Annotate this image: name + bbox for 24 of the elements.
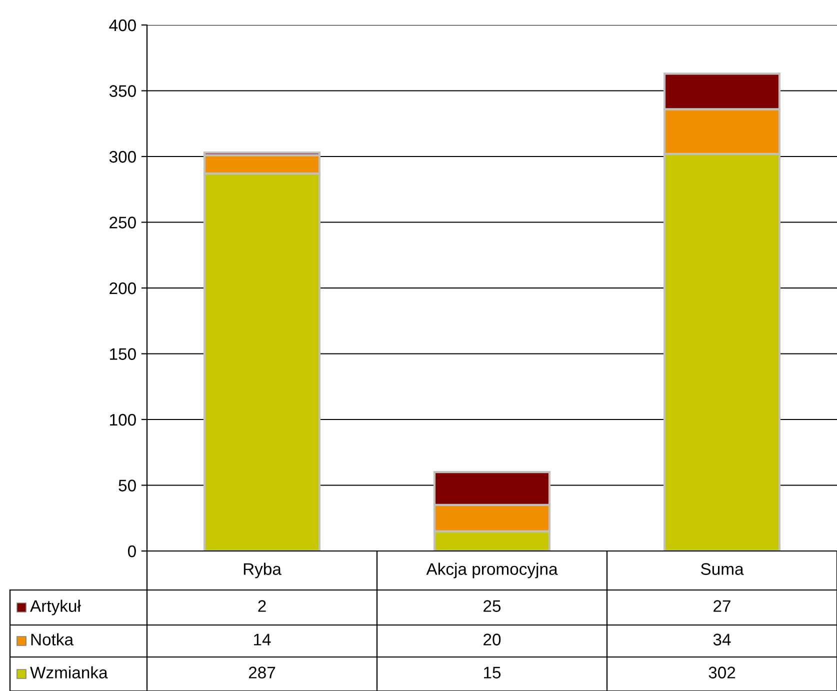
- legend-label: Artykuł: [30, 600, 81, 616]
- y-tick-label: 150: [110, 348, 136, 360]
- y-tick-label: 250: [110, 216, 136, 228]
- y-tick-label: 400: [109, 19, 136, 32]
- data-label: 34: [713, 634, 731, 646]
- data-label: 14: [254, 634, 271, 646]
- x-tick-label: Suma: [700, 563, 744, 575]
- legend-label: Notka: [31, 633, 74, 646]
- y-tick-label: 200: [110, 282, 136, 294]
- data-label: 27: [714, 600, 730, 612]
- y-tick-label: 300: [109, 150, 136, 163]
- data-label: 25: [484, 600, 501, 612]
- data-label: 2: [258, 600, 266, 612]
- y-tick-label: 100: [110, 414, 136, 426]
- legend-label: Wzmianka: [30, 666, 108, 678]
- data-label: 287: [248, 666, 276, 678]
- data-label: 302: [708, 666, 736, 678]
- data-label: 15: [484, 666, 501, 678]
- y-tick-label: 350: [109, 85, 136, 97]
- x-tick-label: Akcja promocyjna: [426, 562, 558, 578]
- data-label: 20: [484, 634, 501, 646]
- y-tick-label: 50: [118, 480, 136, 492]
- x-tick-label: Ryba: [244, 562, 282, 578]
- y-tick-label: 0: [128, 545, 136, 558]
